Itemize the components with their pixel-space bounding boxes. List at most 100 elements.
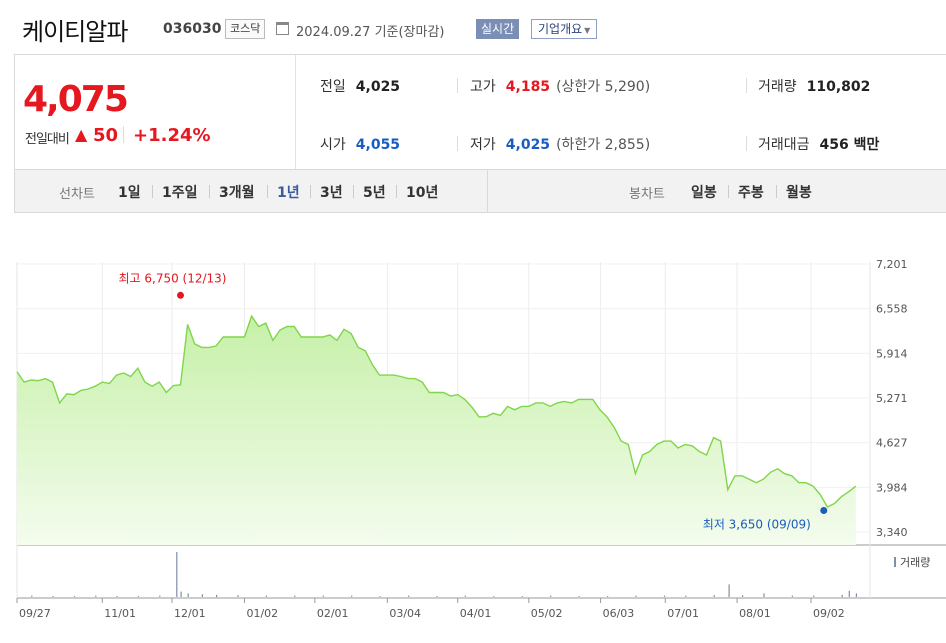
realtime-button[interactable]: 실시간 bbox=[476, 19, 520, 39]
volume-bar bbox=[294, 595, 296, 597]
volume-bar bbox=[408, 595, 410, 597]
lower-limit: (하한가 2,855) bbox=[556, 137, 651, 153]
volume-bar bbox=[436, 596, 438, 597]
volume-bar bbox=[216, 594, 218, 598]
volume: 거래량 110,802 bbox=[758, 76, 870, 96]
trade-amount: 거래대금 456 백만 bbox=[758, 134, 879, 154]
divider bbox=[457, 78, 458, 93]
volume-bar bbox=[237, 595, 239, 597]
period-1d[interactable]: 1일 bbox=[118, 185, 141, 201]
divider bbox=[728, 185, 729, 198]
divider bbox=[746, 78, 747, 93]
period-10y[interactable]: 10년 bbox=[406, 185, 439, 201]
high-price: 고가 4,185 (상한가 5,290) bbox=[470, 76, 650, 96]
change-label: 전일대비 bbox=[25, 132, 70, 147]
divider bbox=[487, 170, 488, 212]
volume-bar bbox=[265, 595, 267, 597]
low-marker bbox=[820, 506, 828, 514]
y-tick-label: 5,914 bbox=[876, 347, 908, 360]
period-1y[interactable]: 1년 bbox=[277, 185, 300, 201]
y-tick-label: 7,201 bbox=[876, 258, 908, 271]
period-bar: 선차트 1일 1주일 3개월 1년 3년 5년 10년 봉차트 일봉 주봉 월봉 bbox=[14, 170, 946, 213]
market-badge: 코스닥 bbox=[225, 19, 266, 39]
candle-chart-label: 봉차트 bbox=[629, 187, 665, 202]
volume-bar bbox=[464, 595, 466, 597]
volume-bar bbox=[848, 590, 850, 597]
x-tick-label: 07/01 bbox=[667, 607, 699, 620]
volume-bar bbox=[578, 596, 580, 597]
y-tick-label: 5,271 bbox=[876, 392, 908, 405]
divider bbox=[457, 136, 458, 151]
volume-bar bbox=[201, 594, 203, 597]
open-price: 시가 4,055 bbox=[320, 134, 400, 154]
high-value: 4,185 bbox=[505, 79, 551, 95]
volume-bar bbox=[728, 584, 730, 597]
y-tick-label: 3,984 bbox=[876, 481, 908, 494]
prev-close-label: 전일 bbox=[320, 79, 346, 95]
volume-bar bbox=[635, 595, 637, 597]
divider bbox=[209, 185, 210, 198]
volume-bar bbox=[763, 593, 765, 597]
price-chart: 7,201 6,558 5,914 5,271 4,627 3,984 3,340 최고 6,… bbox=[0, 222, 946, 643]
low-label: 저가 bbox=[470, 137, 496, 153]
price-summary: 4,075 전일대비 ▲ 50 +1.24% 전일 4,025 고가 4,185 (상… bbox=[14, 54, 946, 170]
volume-bar bbox=[713, 595, 715, 597]
period-5y[interactable]: 5년 bbox=[363, 185, 386, 201]
volume-bar bbox=[855, 593, 857, 597]
volume-bar bbox=[159, 595, 161, 597]
x-tick-label: 01/02 bbox=[246, 607, 278, 620]
divider bbox=[152, 185, 153, 198]
change-percent: +1.24% bbox=[133, 125, 211, 146]
x-tick-label: 12/01 bbox=[174, 607, 206, 620]
volume-bar bbox=[685, 595, 687, 597]
x-tick-label: 09/27 bbox=[19, 607, 51, 620]
high-label: 고가 bbox=[470, 79, 496, 95]
price-box: 4,075 전일대비 ▲ 50 +1.24% bbox=[15, 55, 296, 169]
candle-daily[interactable]: 일봉 bbox=[691, 185, 717, 201]
as-of-date: 2024.09.27 기준(장마감) bbox=[296, 25, 445, 40]
period-3y[interactable]: 3년 bbox=[320, 185, 343, 201]
calendar-icon bbox=[276, 22, 289, 35]
divider bbox=[353, 185, 354, 198]
period-1w[interactable]: 1주일 bbox=[162, 185, 198, 201]
x-tick-label: 05/02 bbox=[531, 607, 563, 620]
divider bbox=[776, 185, 777, 198]
change-value: 50 bbox=[93, 125, 119, 146]
volume-bar bbox=[52, 596, 54, 597]
company-overview-label: 기업개요 bbox=[538, 22, 583, 36]
volume-bar bbox=[31, 595, 33, 597]
x-tick-label: 09/02 bbox=[813, 607, 845, 620]
x-tick-label: 06/03 bbox=[603, 607, 635, 620]
volume-bar bbox=[521, 596, 523, 597]
volume-bar bbox=[742, 595, 744, 597]
period-3m[interactable]: 3개월 bbox=[219, 185, 255, 201]
candle-monthly[interactable]: 월봉 bbox=[786, 185, 812, 201]
volume-bar bbox=[73, 596, 76, 597]
volume-legend-label: 거래량 bbox=[900, 556, 930, 569]
upper-limit: (상한가 5,290) bbox=[556, 79, 651, 95]
y-tick-label: 6,558 bbox=[876, 303, 908, 316]
stock-code: 036030 bbox=[163, 21, 222, 37]
price-chart-svg: 7,201 6,558 5,914 5,271 4,627 3,984 3,340 최고 6,… bbox=[16, 258, 946, 620]
high-marker bbox=[176, 291, 184, 299]
volume-bar bbox=[663, 595, 666, 597]
volume-bar bbox=[351, 595, 353, 597]
volume-bar bbox=[180, 591, 182, 597]
up-arrow-icon: ▲ bbox=[75, 125, 88, 144]
candle-weekly[interactable]: 주봉 bbox=[738, 185, 764, 201]
divider bbox=[267, 185, 268, 198]
volume-bar bbox=[95, 595, 97, 597]
open-label: 시가 bbox=[320, 137, 346, 153]
low-price: 저가 4,025 (하한가 2,855) bbox=[470, 134, 650, 154]
volume-bar bbox=[187, 593, 189, 597]
x-tick-label: 02/01 bbox=[317, 607, 349, 620]
y-tick-label: 3,340 bbox=[876, 526, 908, 539]
y-tick-label: 4,627 bbox=[876, 437, 908, 450]
company-overview-button[interactable]: 기업개요 ▼ bbox=[531, 19, 598, 39]
volume-value: 110,802 bbox=[806, 79, 871, 95]
volume-bar bbox=[841, 594, 843, 598]
volume-legend-swatch bbox=[894, 557, 896, 567]
x-tick-label: 03/04 bbox=[389, 607, 421, 620]
x-tick-label: 11/01 bbox=[104, 607, 136, 620]
price-area bbox=[17, 316, 856, 545]
